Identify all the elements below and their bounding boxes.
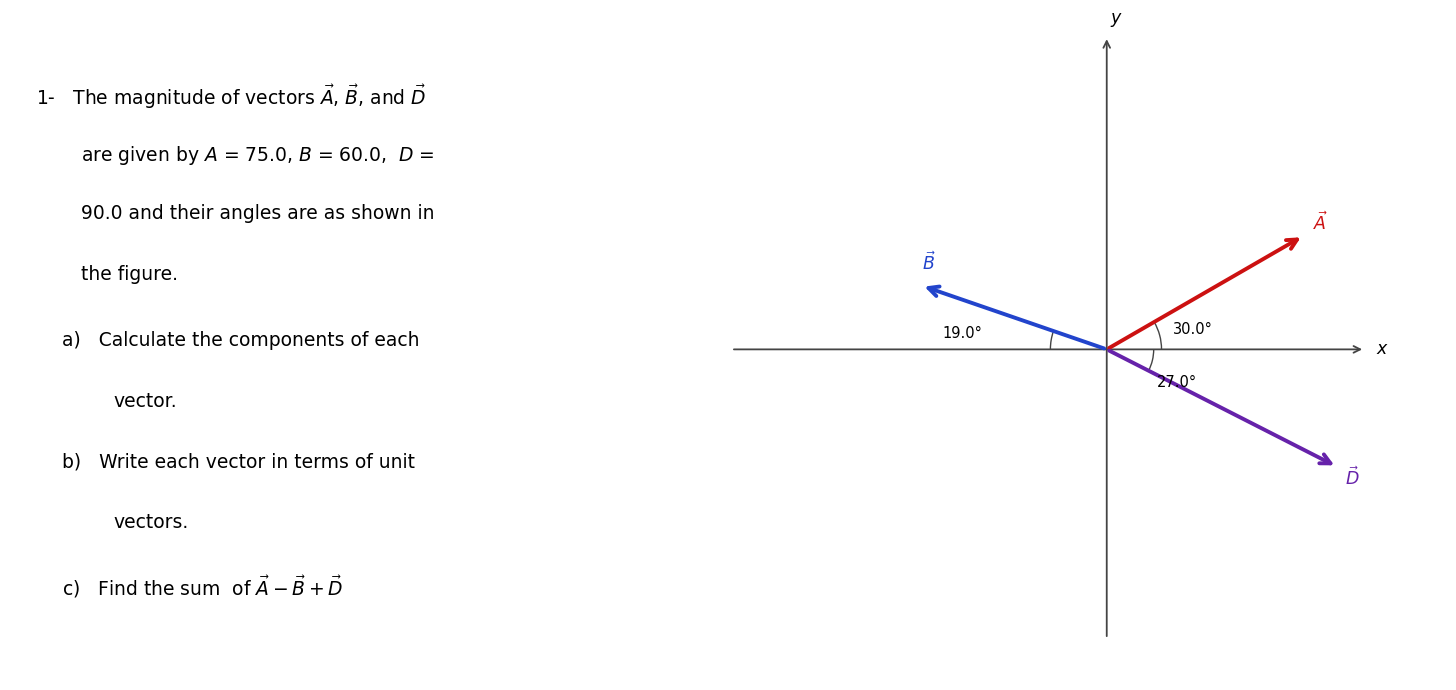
Text: $\vec{A}$: $\vec{A}$	[1313, 211, 1328, 234]
Text: the figure.: the figure.	[82, 265, 178, 284]
Text: b)   Write each vector in terms of unit: b) Write each vector in terms of unit	[61, 453, 415, 472]
Text: 30.0°: 30.0°	[1172, 322, 1213, 337]
Text: vector.: vector.	[114, 392, 178, 411]
Text: 90.0 and their angles are as shown in: 90.0 and their angles are as shown in	[82, 204, 434, 224]
Text: 27.0°: 27.0°	[1158, 375, 1197, 390]
Text: a)   Calculate the components of each: a) Calculate the components of each	[61, 331, 419, 351]
Text: $\vec{D}$: $\vec{D}$	[1345, 467, 1360, 489]
Text: c)   Find the sum  of $\vec{A} - \vec{B} + \vec{D}$: c) Find the sum of $\vec{A} - \vec{B} + …	[61, 574, 342, 600]
Text: $\vec{B}$: $\vec{B}$	[922, 251, 935, 274]
Text: 1-   The magnitude of vectors $\vec{A}$, $\vec{B}$, and $\vec{D}$: 1- The magnitude of vectors $\vec{A}$, $…	[35, 83, 427, 111]
Text: 19.0°: 19.0°	[942, 326, 983, 342]
Text: $y$: $y$	[1109, 10, 1123, 28]
Text: $x$: $x$	[1376, 340, 1389, 358]
Text: vectors.: vectors.	[114, 513, 189, 533]
Text: are given by $A$ = 75.0, $B$ = 60.0,  $D$ =: are given by $A$ = 75.0, $B$ = 60.0, $D$…	[82, 144, 435, 166]
